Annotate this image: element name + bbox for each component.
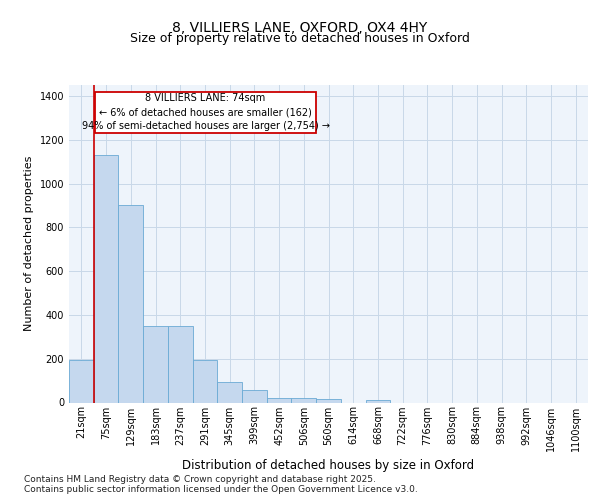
- Text: Contains HM Land Registry data © Crown copyright and database right 2025.
Contai: Contains HM Land Registry data © Crown c…: [24, 474, 418, 494]
- Bar: [365, 400, 390, 402]
- Bar: [193, 360, 217, 403]
- Bar: [143, 326, 168, 402]
- Text: 8 VILLIERS LANE: 74sqm
← 6% of detached houses are smaller (162)
94% of semi-det: 8 VILLIERS LANE: 74sqm ← 6% of detached …: [82, 94, 329, 132]
- Y-axis label: Number of detached properties: Number of detached properties: [24, 156, 34, 332]
- FancyBboxPatch shape: [95, 92, 316, 133]
- Bar: [94, 155, 118, 402]
- Bar: [292, 398, 316, 402]
- Text: 8, VILLIERS LANE, OXFORD, OX4 4HY: 8, VILLIERS LANE, OXFORD, OX4 4HY: [172, 21, 428, 35]
- Bar: [168, 326, 193, 402]
- Bar: [118, 206, 143, 402]
- Bar: [217, 382, 242, 402]
- Text: Size of property relative to detached houses in Oxford: Size of property relative to detached ho…: [130, 32, 470, 45]
- Bar: [242, 390, 267, 402]
- X-axis label: Distribution of detached houses by size in Oxford: Distribution of detached houses by size …: [182, 459, 475, 472]
- Bar: [69, 360, 94, 403]
- Bar: [316, 399, 341, 402]
- Bar: [267, 398, 292, 402]
